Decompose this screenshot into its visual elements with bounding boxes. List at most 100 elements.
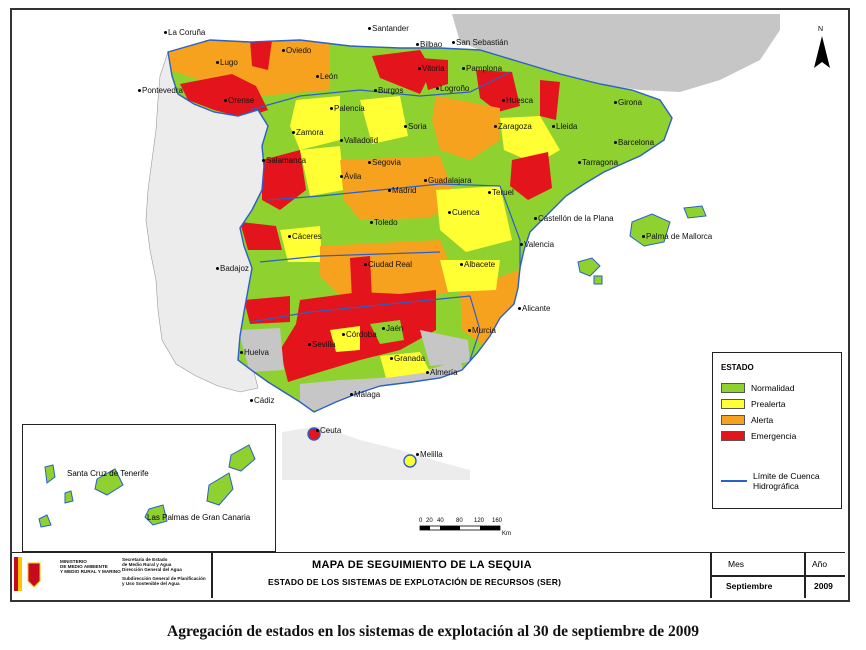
subdireccion-line: Subdirección General de Planificación (122, 575, 206, 581)
city-dot (350, 393, 353, 396)
city-dot (288, 235, 291, 238)
city-label: Huesca (506, 96, 534, 105)
city-dot (502, 99, 505, 102)
legend-item-normalidad: Normalidad (721, 383, 839, 393)
figure-caption: Agregación de estados en los sistemas de… (167, 623, 699, 640)
legend-swatch (721, 431, 745, 441)
city-label: Salamanca (266, 156, 307, 165)
city-dot (374, 89, 377, 92)
city-label: Bilbao (420, 40, 443, 49)
basin-line-label: Límite de Cuenca Hidrográfica (753, 471, 820, 491)
map-title: MAPA DE SEGUIMIENTO DE LA SEQUIA (312, 559, 532, 571)
canary-islands (38, 444, 256, 528)
city-dot (460, 263, 463, 266)
city-dot (404, 125, 407, 128)
basin-line-sample (721, 480, 747, 482)
subdireccion-line: y Uso Sostenible del Agua (122, 580, 180, 586)
city-santa-cruz: Santa Cruz de Tenerife (67, 469, 149, 478)
city-label: Cádiz (254, 396, 275, 405)
city-label: Albacete (464, 260, 496, 269)
north-arrow-icon (814, 36, 830, 68)
city-dot (462, 67, 465, 70)
city-label: Zamora (296, 128, 324, 137)
legend-title: ESTADO (721, 363, 754, 372)
city-label: Pamplona (466, 64, 503, 73)
scale-tick: 80 (456, 518, 463, 524)
city-label: Ávila (344, 172, 362, 181)
city-dot (308, 343, 311, 346)
legend-swatch (721, 383, 745, 393)
city-dot (364, 263, 367, 266)
legend-swatch (721, 415, 745, 425)
city-dot (164, 31, 167, 34)
city-label: Ceuta (320, 426, 342, 435)
city-label: Guadalajara (428, 176, 472, 185)
legend-label: Normalidad (751, 383, 795, 393)
secretaria-line: de Medio Rural y Agua (122, 562, 172, 568)
france-land (452, 14, 780, 92)
city-label: Alicante (522, 304, 551, 313)
north-label: N (818, 26, 824, 33)
legend-item-emergencia: Emergencia (721, 431, 839, 441)
ministry-line: Y MEDIO RURAL Y MARINO (60, 569, 121, 575)
ministry-line: DE MEDIO AMBIENTE (60, 564, 108, 570)
city-dot (424, 179, 427, 182)
secretaria-line: Secretaría de Estado (122, 557, 168, 562)
city-label: Huelva (244, 348, 269, 357)
city-label: Murcia (472, 326, 497, 335)
scale-tick: 40 (437, 518, 444, 524)
city-dot (340, 175, 343, 178)
city-label: Valencia (524, 240, 555, 249)
city-dot (436, 87, 439, 90)
city-dot (138, 89, 141, 92)
city-dot (488, 191, 491, 194)
title-block: MINISTERIO DE MEDIO AMBIENTE Y MEDIO RUR… (12, 552, 845, 598)
city-dot (520, 243, 523, 246)
ministry-line: MINISTERIO (60, 559, 87, 564)
scale-unit: Km (502, 531, 511, 537)
city-dot (316, 429, 319, 432)
legend: ESTADO Normalidad Prealerta Alerta Emerg… (712, 352, 842, 509)
map-subtitle: ESTADO DE LOS SISTEMAS DE EXPLOTACIÓN DE… (268, 577, 562, 587)
scale-tick: 0 (419, 518, 423, 524)
city-label: Zaragoza (498, 122, 532, 131)
city-label: Tarragona (582, 158, 619, 167)
city-label: Granada (394, 354, 426, 363)
city-dot (552, 125, 555, 128)
city-label: Segovia (372, 158, 401, 167)
city-label: La Coruña (168, 28, 206, 37)
city-dot (368, 161, 371, 164)
city-label: Palencia (334, 104, 365, 113)
secretaria-line: Dirección General del Agua (122, 567, 182, 573)
city-dot (382, 327, 385, 330)
city-label: Jaén (386, 324, 404, 333)
city-label: San Sebastián (456, 38, 509, 47)
city-label: Lleida (556, 122, 578, 131)
city-label: Lugo (220, 58, 238, 67)
melilla-marker (403, 454, 417, 468)
city-dot (518, 307, 521, 310)
city-label: Almería (430, 368, 458, 377)
city-label: Castellón de la Plana (538, 214, 614, 223)
city-dot (642, 235, 645, 238)
city-dot (340, 139, 343, 142)
city-dot (330, 107, 333, 110)
city-label: Oviedo (286, 46, 312, 55)
city-dot (216, 61, 219, 64)
city-label: Soria (408, 122, 427, 131)
city-label: Logroño (440, 84, 470, 93)
legend-label: Alerta (751, 415, 774, 425)
city-label: Barcelona (618, 138, 655, 147)
city-label: León (320, 72, 338, 81)
city-dot (426, 371, 429, 374)
city-dot (614, 141, 617, 144)
city-dot (342, 333, 345, 336)
city-dot (292, 131, 295, 134)
city-las-palmas: Las Palmas de Gran Canaria (147, 513, 251, 522)
city-label: Madrid (392, 186, 417, 195)
city-dot (534, 217, 537, 220)
city-dot (240, 351, 243, 354)
city-label: Girona (618, 98, 643, 107)
city-dot (614, 101, 617, 104)
canary-inset: Santa Cruz de Tenerife Las Palmas de Gra… (22, 424, 276, 552)
